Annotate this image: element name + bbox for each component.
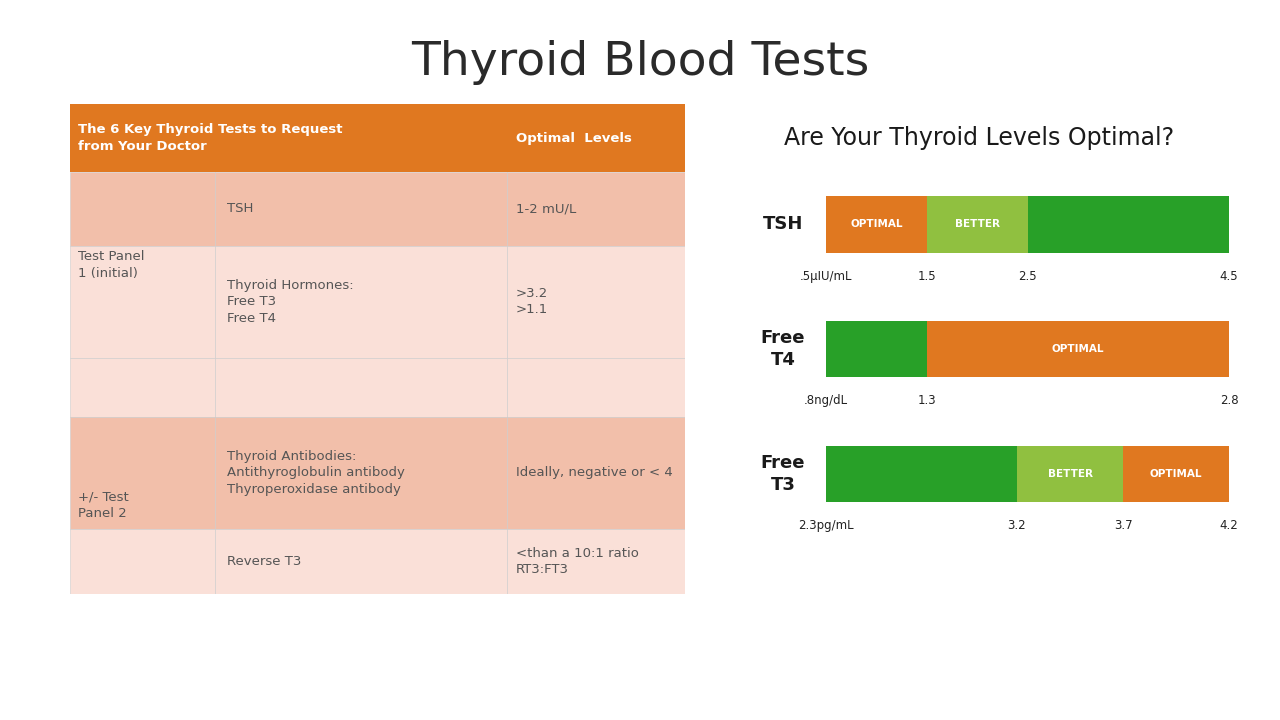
Text: BETTER: BETTER	[955, 220, 1000, 230]
FancyBboxPatch shape	[507, 104, 685, 172]
FancyBboxPatch shape	[215, 172, 507, 246]
Text: 3.7: 3.7	[1114, 519, 1133, 532]
Text: +/- Test
Panel 2: +/- Test Panel 2	[78, 490, 128, 520]
FancyBboxPatch shape	[826, 446, 1018, 503]
FancyBboxPatch shape	[70, 417, 215, 528]
FancyBboxPatch shape	[507, 172, 685, 246]
Text: 4.5: 4.5	[1220, 269, 1239, 283]
Text: 2.5: 2.5	[1019, 269, 1037, 283]
FancyBboxPatch shape	[215, 246, 507, 358]
FancyBboxPatch shape	[1018, 446, 1123, 503]
Text: Free
T4: Free T4	[760, 329, 805, 369]
Text: 4.2: 4.2	[1220, 519, 1239, 532]
Text: OPTIMAL: OPTIMAL	[850, 220, 902, 230]
Text: 1.3: 1.3	[918, 395, 936, 408]
FancyBboxPatch shape	[927, 321, 1229, 377]
FancyBboxPatch shape	[927, 197, 1028, 253]
Text: 1-2 mU/L: 1-2 mU/L	[516, 202, 576, 215]
Text: Ideally, negative or < 4: Ideally, negative or < 4	[516, 466, 672, 480]
Text: <than a 10:1 ratio
RT3:FT3: <than a 10:1 ratio RT3:FT3	[516, 546, 639, 576]
FancyBboxPatch shape	[507, 528, 685, 594]
FancyBboxPatch shape	[507, 358, 685, 417]
Text: .5μIU/mL: .5μIU/mL	[800, 269, 852, 283]
Text: TSH: TSH	[227, 202, 253, 215]
FancyBboxPatch shape	[215, 358, 507, 417]
Text: Thyroid Hormones:
Free T3
Free T4: Thyroid Hormones: Free T3 Free T4	[227, 279, 353, 325]
Text: .8ng/dL: .8ng/dL	[804, 395, 849, 408]
Text: OPTIMAL: OPTIMAL	[1052, 344, 1105, 354]
FancyBboxPatch shape	[1028, 197, 1229, 253]
Text: The 6 Key Thyroid Tests to Request
from Your Doctor: The 6 Key Thyroid Tests to Request from …	[78, 123, 342, 153]
FancyBboxPatch shape	[1123, 446, 1229, 503]
FancyBboxPatch shape	[215, 417, 507, 528]
FancyBboxPatch shape	[507, 417, 685, 528]
Text: Test Panel
1 (initial): Test Panel 1 (initial)	[78, 250, 145, 279]
FancyBboxPatch shape	[70, 246, 215, 358]
Text: 2.3pg/mL: 2.3pg/mL	[799, 519, 854, 532]
Text: 1.5: 1.5	[918, 269, 936, 283]
FancyBboxPatch shape	[507, 246, 685, 358]
Text: Thyroid Antibodies:
Antithyroglobulin antibody
Thyroperoxidase antibody: Thyroid Antibodies: Antithyroglobulin an…	[227, 450, 404, 495]
FancyBboxPatch shape	[215, 528, 507, 594]
Text: Free
T3: Free T3	[760, 454, 805, 494]
Text: Reverse T3: Reverse T3	[227, 555, 302, 568]
Text: 3.2: 3.2	[1007, 519, 1027, 532]
FancyBboxPatch shape	[70, 528, 215, 594]
Text: >3.2
>1.1: >3.2 >1.1	[516, 287, 548, 317]
Text: 2.8: 2.8	[1220, 395, 1239, 408]
FancyBboxPatch shape	[70, 358, 215, 417]
Text: Optimal  Levels: Optimal Levels	[516, 132, 632, 145]
Text: OPTIMAL: OPTIMAL	[1149, 469, 1202, 479]
Text: Thyroid Blood Tests: Thyroid Blood Tests	[411, 40, 869, 85]
Text: Are Your Thyroid Levels Optimal?: Are Your Thyroid Levels Optimal?	[785, 127, 1174, 150]
FancyBboxPatch shape	[70, 172, 215, 246]
Text: TSH: TSH	[763, 215, 803, 233]
FancyBboxPatch shape	[826, 321, 927, 377]
FancyBboxPatch shape	[826, 197, 927, 253]
Text: BETTER: BETTER	[1047, 469, 1093, 479]
FancyBboxPatch shape	[70, 104, 507, 172]
